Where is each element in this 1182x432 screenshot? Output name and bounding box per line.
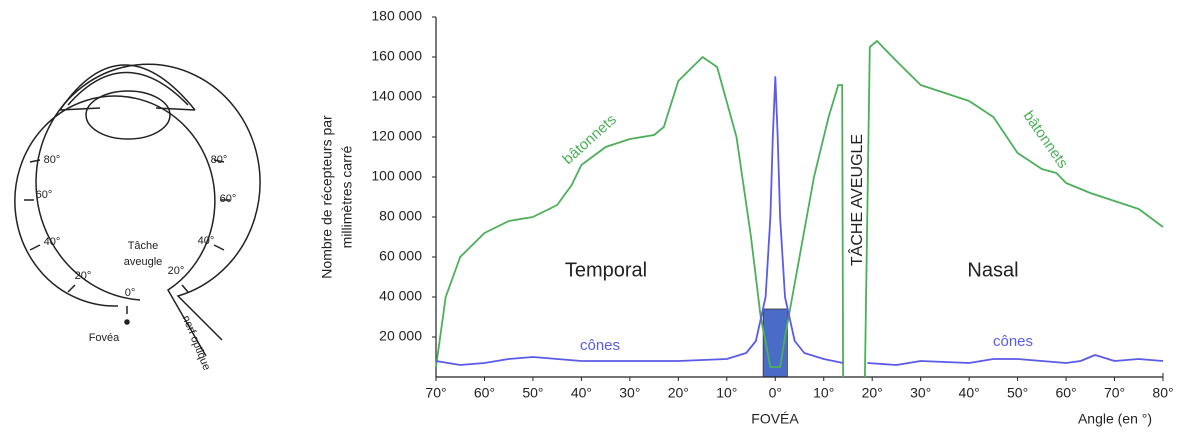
eye-label: aveugle [124,256,163,268]
eye-wall [14,63,261,357]
x-tick-label: 70° [425,385,446,401]
x-tick-label: 50° [1007,385,1028,401]
y-tick-label: 180 000 [371,8,422,24]
y-tick-label: 20 000 [379,328,422,344]
eye-label: 80° [44,154,61,166]
x-tick-label: 70° [1104,385,1125,401]
fovea-box [762,308,788,378]
x-tick-label: 0° [769,385,782,401]
fovea-label: FOVÉA [751,411,799,427]
chart: 20 000 40 000 60 000 80 000 100 000 120 000 14… [319,8,1174,427]
series-line [435,40,1164,378]
eye-label: 80° [211,154,228,166]
x-tick-label: 80° [1152,385,1173,401]
eye-label: 40° [198,235,215,247]
lens [85,90,171,140]
y-tick-label: 80 000 [379,208,422,224]
x-tick-label: 40° [571,385,592,401]
series-label: cônes [580,337,620,354]
y-tick-label: 120 000 [371,128,422,144]
x-tick-label: 30° [910,385,931,401]
cornea [59,64,196,111]
x-tick-label: 30° [619,385,640,401]
y-axis-title: Nombre de récepteurs par [319,115,335,279]
eye-label: nerf optique [180,314,213,372]
x-tick-label: 20° [668,385,689,401]
eye-label: 0° [125,287,136,299]
eye-label: Tâche [128,240,159,252]
y-tick-label: 100 000 [371,168,422,184]
x-tick-label: 10° [813,385,834,401]
angle-ticks [24,159,230,314]
y-tick-label: 160 000 [371,48,422,64]
eye-label: Fovéa [89,332,120,344]
y-axis-title: millimètres carré [339,145,355,248]
iris [59,107,196,111]
eye-label: 60° [36,189,53,201]
series-label: bâtonnets [1020,108,1072,172]
cornea-inner [67,71,189,106]
x-tick-label: 10° [716,385,737,401]
fovea-dot [124,319,130,325]
y-tick-label: 40 000 [379,288,422,304]
series-label: cônes [993,333,1033,350]
y-tick-label: 140 000 [371,88,422,104]
eye-label: 20° [75,270,92,282]
x-tick-label: 60° [474,385,495,401]
x-axis-title: Angle (en °) [1078,411,1152,427]
eye-label: 60° [220,193,237,205]
eye-label: 40° [44,236,61,248]
x-tick-label: 60° [1055,385,1076,401]
x-tick-label: 40° [959,385,980,401]
blind-spot-label: TÂCHE AVEUGLE [847,134,866,266]
eye-label: 20° [168,265,185,277]
y-tick-label: 60 000 [379,248,422,264]
region-label: Nasal [967,259,1018,281]
region-label: Temporal [565,259,647,281]
x-tick-label: 50° [522,385,543,401]
x-tick-label: 20° [862,385,883,401]
eye-diagram [14,63,261,357]
series-line [435,76,1164,366]
